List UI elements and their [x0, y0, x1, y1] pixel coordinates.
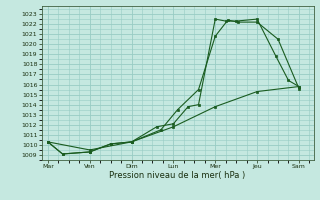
X-axis label: Pression niveau de la mer( hPa ): Pression niveau de la mer( hPa )	[109, 171, 246, 180]
